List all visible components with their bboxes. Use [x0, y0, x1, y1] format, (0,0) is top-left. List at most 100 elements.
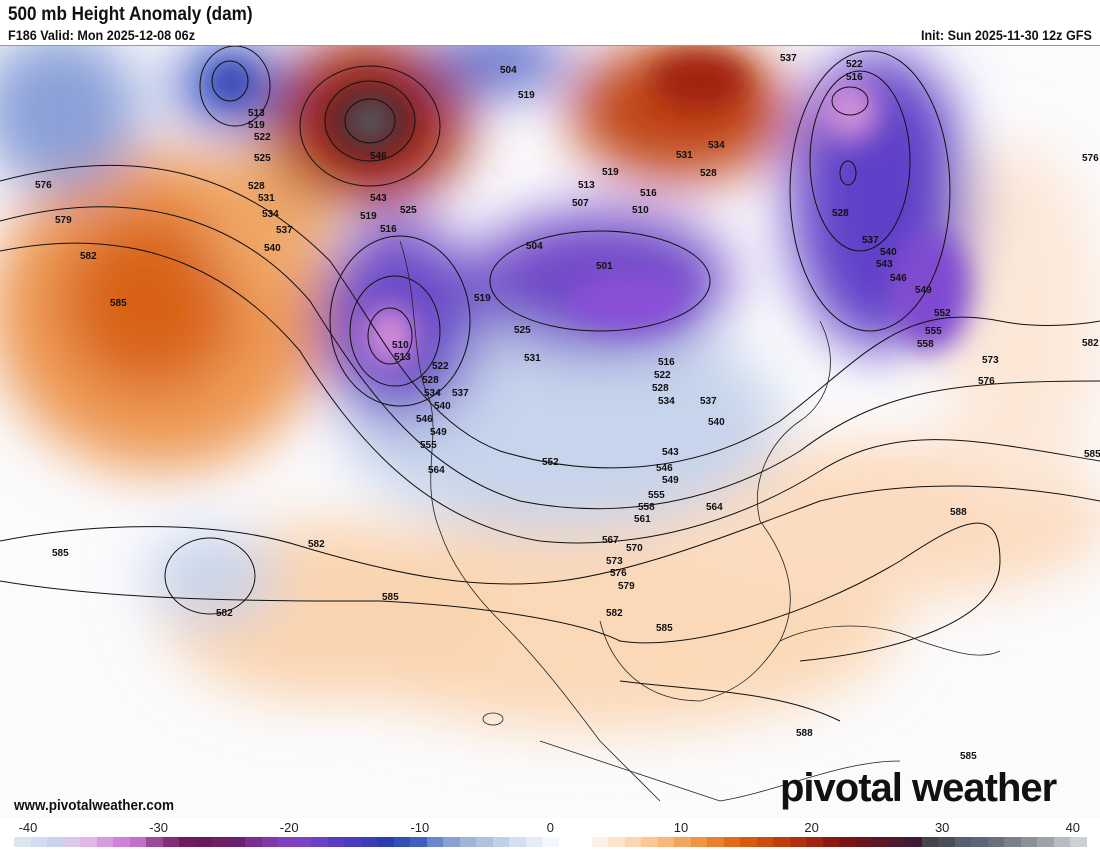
colorbar-swatch — [723, 837, 740, 847]
contour-label: 582 — [216, 608, 233, 619]
coastlines — [399, 240, 1001, 802]
contour-label: 507 — [572, 198, 589, 209]
contour-label: 522 — [654, 370, 671, 381]
colorbar-tick-label: 20 — [804, 820, 819, 835]
colorbar-swatch — [459, 837, 476, 847]
colorbar-swatch — [311, 837, 328, 847]
contour-label: 504 — [500, 65, 517, 76]
contour-label: 513 — [578, 180, 595, 191]
colorbar-swatch — [492, 837, 509, 847]
colorbar-swatch — [558, 837, 575, 847]
colorbar-swatch — [426, 837, 443, 847]
colorbar-swatch — [344, 837, 361, 847]
contour-label: 546 — [416, 414, 433, 425]
colorbar-swatch — [509, 837, 526, 847]
contour-label: 537 — [700, 396, 717, 407]
colorbar-swatch — [525, 837, 542, 847]
contour-label: 552 — [934, 308, 951, 319]
contour-label: 537 — [862, 235, 879, 246]
contour-label: 558 — [917, 339, 934, 350]
anomaly-map: 576 579 582 585 513 519 522 525 528 531 534 537 540 5… — [0, 45, 1100, 821]
contour-label: 570 — [626, 543, 643, 554]
contour-label: 531 — [258, 193, 275, 204]
colorbar-swatch — [212, 837, 229, 847]
contour-label: 516 — [380, 224, 397, 235]
contour-label: 576 — [35, 180, 52, 191]
colorbar-swatch — [707, 837, 724, 847]
colorbar-swatch — [245, 837, 262, 847]
contour-label: 519 — [474, 293, 491, 304]
init-time: Init: Sun 2025-11-30 12z GFS — [921, 27, 1092, 43]
contour-label: 546 — [370, 151, 387, 162]
colorbar-swatch — [1004, 837, 1021, 847]
contour-label: 585 — [382, 592, 399, 603]
colorbar-swatch — [113, 837, 130, 847]
colorbar-tick-label: -20 — [279, 820, 299, 835]
colorbar-strip — [14, 837, 1087, 847]
contour-label: 528 — [832, 208, 849, 219]
contour-label: 528 — [422, 375, 439, 386]
contour-label: 519 — [360, 211, 377, 222]
website-label[interactable]: www.pivotalweather.com — [14, 797, 175, 814]
colorbar-tick-label: -10 — [410, 820, 430, 835]
colorbar-swatch — [228, 837, 245, 847]
contour-label: 513 — [394, 352, 411, 363]
contour-label: 531 — [524, 353, 541, 364]
colorbar-swatch — [1020, 837, 1037, 847]
contour-label: 525 — [514, 325, 531, 336]
contour-label: 534 — [424, 388, 441, 399]
colorbar-tick-label: -40 — [18, 820, 38, 835]
contour-label: 537 — [452, 388, 469, 399]
contour-label: 558 — [638, 502, 655, 513]
height-contours — [0, 46, 1100, 722]
colorbar-swatch — [47, 837, 64, 847]
colorbar-swatch — [971, 837, 988, 847]
colorbar-tick-label: 0 — [546, 820, 555, 835]
contour-label: 588 — [950, 507, 967, 518]
colorbar-swatch — [1037, 837, 1054, 847]
contour-label: 573 — [606, 556, 623, 567]
contour-label: 510 — [632, 205, 649, 216]
colorbar-tick-label: 30 — [934, 820, 950, 835]
colorbar-swatch — [360, 837, 377, 847]
colorbar-swatch — [1070, 837, 1087, 847]
colorbar-swatch — [575, 837, 592, 847]
contour-label: 555 — [648, 490, 665, 501]
contour-label: 543 — [370, 193, 387, 204]
contour-label: 540 — [434, 401, 451, 412]
colorbar-tick-label: 10 — [673, 820, 689, 835]
colorbar-swatch — [146, 837, 163, 847]
map-canvas: 5765795825855135195225255285315345375405… — [0, 46, 1100, 819]
contour-labels: 5765795825855135195225255285315345375405… — [35, 53, 1100, 762]
colorbar-swatch — [888, 837, 905, 847]
colorbar-swatch — [179, 837, 196, 847]
contour-label: 504 — [526, 241, 543, 252]
colorbar-swatch — [756, 837, 773, 847]
contour-label: 585 — [110, 298, 127, 309]
anomaly-cores — [210, 51, 970, 366]
contour-label: 501 — [596, 261, 613, 272]
contour-label: 582 — [606, 608, 623, 619]
contour-label: 549 — [915, 285, 932, 296]
colorbar-swatch — [954, 837, 971, 847]
contour-label: 582 — [1082, 338, 1099, 349]
colorbar: -40 -30 -20 -10 0 10 20 30 40 — [0, 818, 1100, 850]
colorbar-swatch — [674, 837, 691, 847]
colorbar-swatch — [641, 837, 658, 847]
colorbar-swatch — [129, 837, 146, 847]
colorbar-swatch — [14, 837, 31, 847]
contour-label: 549 — [430, 427, 447, 438]
contour-label: 528 — [248, 181, 265, 192]
colorbar-swatch — [96, 837, 113, 847]
contour-label: 576 — [978, 376, 995, 387]
colorbar-swatch — [443, 837, 460, 847]
contour-label: 579 — [618, 581, 635, 592]
contour-label: 585 — [656, 623, 673, 634]
colorbar-swatch — [162, 837, 179, 847]
contour-label: 519 — [602, 167, 619, 178]
contour-label: 540 — [880, 247, 897, 258]
colorbar-swatch — [855, 837, 872, 847]
colorbar-tick-label: 40 — [1065, 820, 1081, 835]
colorbar-swatch — [921, 837, 938, 847]
contour-label: 543 — [662, 447, 679, 458]
